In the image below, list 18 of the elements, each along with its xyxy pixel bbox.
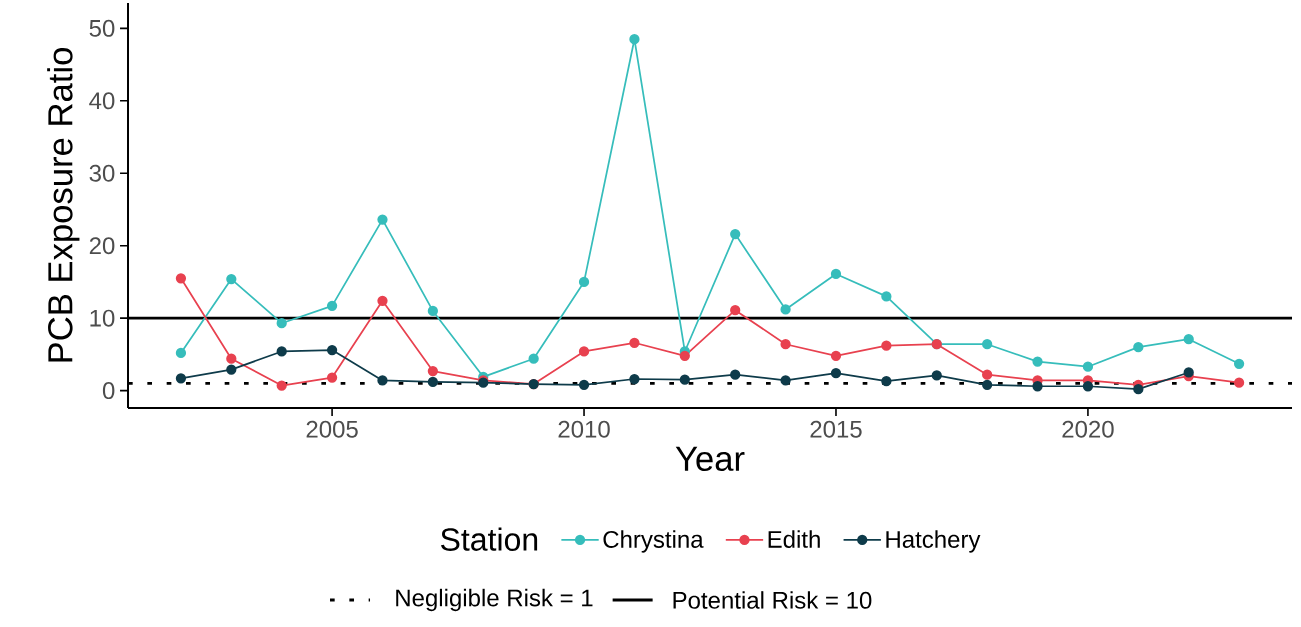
y-tick-label: 50 <box>89 19 115 37</box>
y-tick-label: 40 <box>89 92 115 110</box>
legend-label: Hatchery <box>886 530 981 553</box>
legend-label: Edith <box>768 530 820 548</box>
legend-title: Station <box>440 527 538 551</box>
legend-label: Potential Risk = 10 <box>673 591 872 609</box>
y-axis-title: PCB Exposure Ratio <box>47 48 80 362</box>
x-tick-label: 2010 <box>558 420 610 438</box>
x-tick-label: 2015 <box>810 420 862 438</box>
legend-label: Chrystina <box>603 530 704 553</box>
x-axis-title: Year <box>675 446 745 472</box>
x-tick-label: 2005 <box>306 420 358 438</box>
y-tick-label: 10 <box>90 309 115 327</box>
legend-label: Negligible Risk = 1 <box>396 588 593 612</box>
y-tick-label: 0 <box>102 382 115 400</box>
x-tick-label: 2020 <box>1062 420 1114 438</box>
y-tick-label: 30 <box>89 164 115 182</box>
y-tick-label: 20 <box>89 237 115 255</box>
